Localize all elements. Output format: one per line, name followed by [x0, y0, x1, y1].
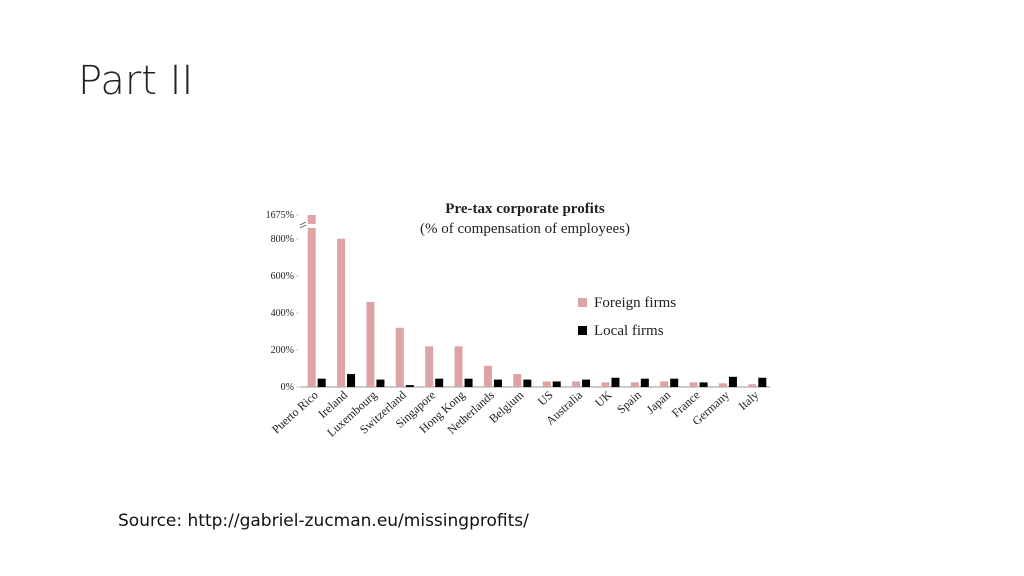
bar [454, 346, 463, 387]
bar [699, 382, 708, 387]
bar [670, 378, 679, 387]
bar [552, 381, 561, 387]
bar [572, 381, 581, 387]
bar [728, 376, 737, 387]
axis-break [304, 224, 324, 228]
legend-swatch [578, 326, 587, 335]
bar [435, 378, 444, 387]
bar [640, 378, 649, 387]
x-tick-label: Italy [736, 388, 762, 413]
bar [660, 381, 669, 387]
axis-break [299, 221, 307, 226]
bar [513, 374, 522, 387]
bar [718, 383, 727, 387]
bar [317, 378, 326, 387]
bar [748, 384, 757, 387]
bar [689, 382, 698, 387]
legend-swatch [578, 298, 587, 307]
slide-title: Part II [78, 58, 194, 104]
bar [405, 385, 414, 387]
x-tick-label: US [535, 388, 556, 409]
y-tick-label: 800% [271, 234, 294, 245]
legend-label: Foreign firms [594, 295, 676, 311]
chart-title: Pre-tax corporate profits [445, 201, 605, 217]
bar [542, 381, 551, 387]
bar [376, 379, 385, 387]
bar [464, 378, 473, 387]
y-tick-label: 200% [271, 345, 294, 356]
bar [582, 379, 591, 387]
bar [523, 379, 532, 387]
axis-break [299, 224, 307, 229]
bar [337, 238, 346, 387]
x-tick-label: Japan [644, 388, 674, 417]
x-tick-label: UK [592, 388, 614, 410]
bar [630, 382, 639, 387]
legend-label: Local firms [594, 323, 664, 339]
y-tick-label: 600% [271, 271, 294, 282]
y-tick-label: 400% [271, 308, 294, 319]
x-tick-label: Puerto Rico [269, 388, 321, 437]
bar [395, 327, 404, 387]
bar [347, 374, 356, 387]
bar [366, 301, 375, 387]
y-tick-label: 0% [281, 382, 294, 393]
bar [483, 365, 492, 387]
chart-subtitle: (% of compensation of employees) [420, 221, 630, 237]
source: Source: http://gabriel-zucman.eu/missing… [118, 511, 529, 531]
bar [758, 377, 767, 387]
y-tick-label: 1675% [266, 210, 294, 221]
x-tick-label: Spain [614, 388, 644, 417]
bar [307, 215, 316, 387]
bar [493, 379, 502, 387]
bar [611, 377, 620, 387]
bar [601, 382, 610, 387]
bar [425, 346, 434, 387]
